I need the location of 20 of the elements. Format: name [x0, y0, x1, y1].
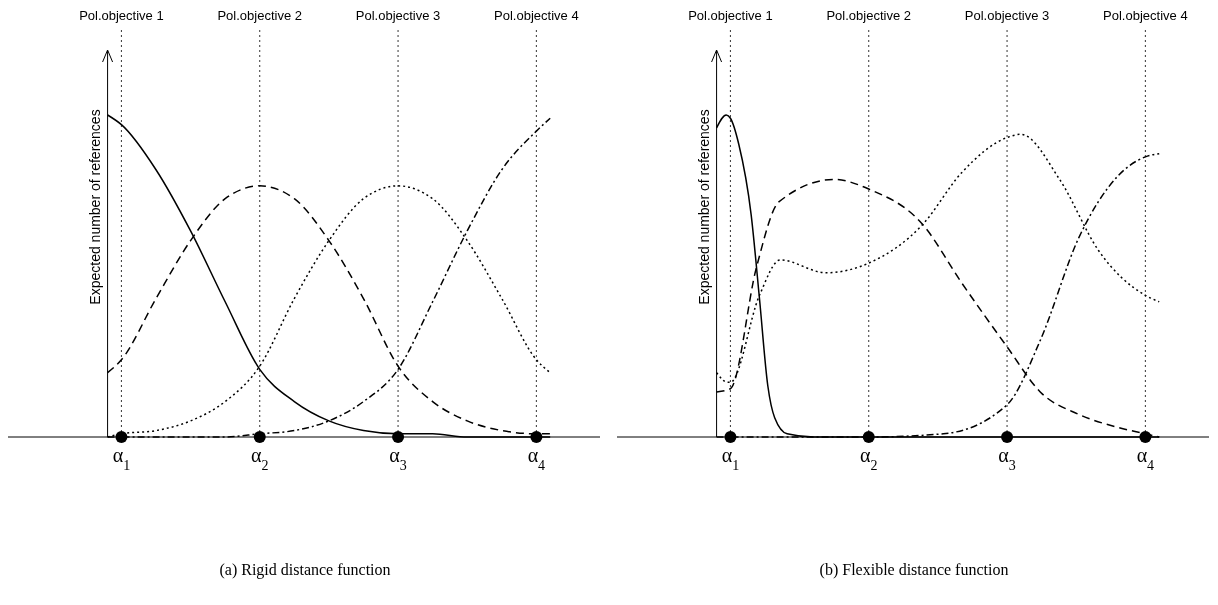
ref-line-label: Pol.objective 1: [79, 8, 164, 23]
ref-line-label: Pol.objective 2: [826, 8, 912, 23]
y-axis-title: Expected number of references: [696, 109, 712, 305]
ref-line-label: Pol.objective 3: [964, 8, 1050, 23]
x-tick-label: α$_{2}$: [860, 444, 878, 473]
x-tick-label: α$_{1}$: [721, 444, 740, 473]
x-tick-label: α$_{3}$: [389, 444, 407, 473]
ref-line-label: Pol.objective 4: [494, 8, 579, 23]
ref-line-label: Pol.objective 1: [688, 8, 773, 23]
ref-line-label: Pol.objective 2: [217, 8, 303, 23]
ref-line-label: Pol.objective 4: [1103, 8, 1188, 23]
text: (a) Rigid distance function: [219, 561, 391, 579]
x-tick-label: α$_{3}$: [998, 444, 1016, 473]
text: (b) Flexible distance function: [819, 561, 1009, 579]
x-tick-label: α$_{2}$: [251, 444, 269, 473]
x-tick-label: α$_{4}$: [1136, 444, 1155, 473]
x-tick-label: α$_{4}$: [527, 444, 546, 473]
y-axis-title: Expected number of references: [87, 109, 103, 305]
ref-line-label: Pol.objective 3: [355, 8, 441, 23]
x-tick-label: α$_{1}$: [112, 444, 131, 473]
